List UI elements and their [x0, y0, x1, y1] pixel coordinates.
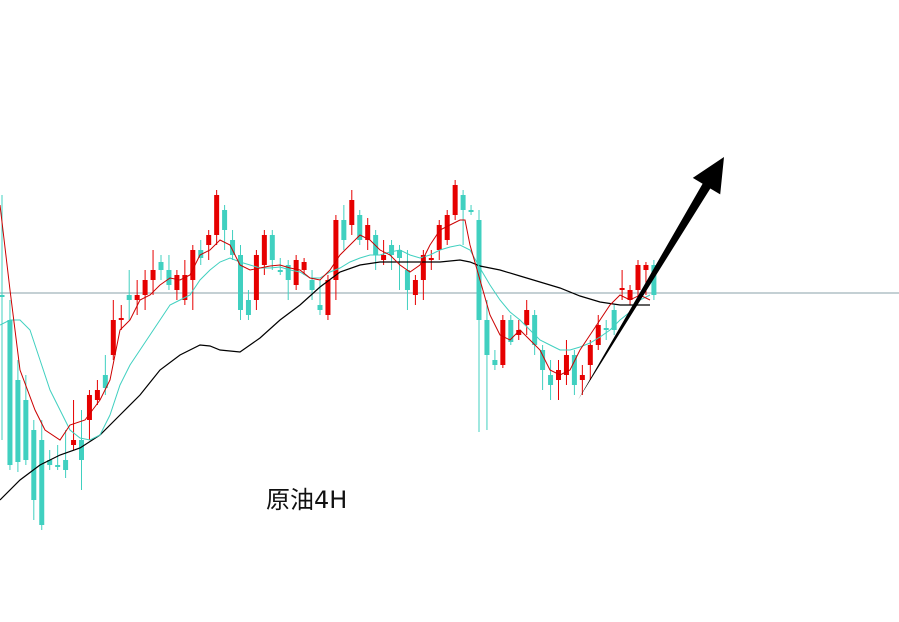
- ma-slow-line: [0, 259, 650, 501]
- candle-body: [182, 275, 188, 300]
- candle-body: [198, 250, 204, 258]
- chart-label: 原油4H: [266, 486, 348, 514]
- candle-body: [500, 320, 506, 365]
- candle-body: [0, 295, 5, 297]
- candle-body: [238, 255, 243, 310]
- candle-body: [222, 210, 228, 230]
- candle-body: [571, 355, 577, 385]
- candle-body: [110, 320, 116, 355]
- candle-body: [63, 460, 69, 470]
- candle-body: [166, 270, 172, 285]
- candle-body: [516, 330, 522, 335]
- candle-body: [158, 262, 164, 270]
- candle-body: [548, 375, 554, 385]
- candle-body: [15, 380, 21, 462]
- candle-body: [420, 255, 426, 280]
- candle-body: [643, 265, 649, 270]
- candle-body: [142, 280, 148, 295]
- candle-body: [7, 320, 13, 465]
- candle-body: [277, 270, 283, 272]
- candle-body: [492, 360, 498, 365]
- candle-body: [126, 295, 132, 300]
- candle-body: [23, 400, 29, 460]
- candle-body: [333, 220, 339, 280]
- candle-body: [436, 225, 442, 250]
- candle-body: [253, 255, 259, 300]
- candle-body: [532, 315, 538, 345]
- candle-body: [309, 280, 315, 290]
- candles: [0, 180, 657, 530]
- candle-body: [150, 270, 156, 280]
- candle-body: [397, 250, 402, 258]
- candle-body: [579, 375, 585, 380]
- candle-body: [627, 290, 633, 300]
- candle-body: [245, 300, 251, 315]
- candle-body: [508, 320, 514, 342]
- candle-body: [540, 350, 546, 370]
- candle-body: [587, 345, 593, 365]
- candle-body: [556, 370, 561, 380]
- candle-body: [651, 265, 657, 295]
- candle-body: [55, 465, 61, 467]
- candle-body: [484, 320, 490, 355]
- candle-body: [381, 255, 387, 260]
- candle-body: [301, 262, 307, 270]
- candle-body: [524, 310, 530, 325]
- ma-fast-line: [0, 204, 651, 441]
- candle-body: [468, 210, 474, 212]
- candle-body: [404, 270, 410, 290]
- candle-body: [365, 225, 371, 240]
- candle-body: [94, 390, 100, 400]
- candle-body: [206, 235, 212, 245]
- ma-mid-line: [0, 244, 651, 441]
- candle-body: [102, 375, 108, 388]
- candle-body: [476, 220, 482, 320]
- candle-body: [269, 235, 275, 260]
- candle-body: [357, 215, 363, 240]
- candle-body: [349, 200, 355, 225]
- candle-body: [39, 440, 45, 525]
- candle-body: [86, 395, 92, 420]
- candle-body: [230, 240, 236, 255]
- candle-body: [71, 440, 77, 445]
- candle-body: [603, 328, 609, 330]
- candle-body: [444, 215, 450, 240]
- candle-body: [293, 260, 299, 285]
- candle-body: [317, 305, 323, 310]
- trend-arrow: [578, 157, 724, 400]
- candle-body: [79, 440, 84, 460]
- candle-body: [47, 460, 53, 465]
- candle-body: [389, 245, 395, 255]
- candle-body: [460, 195, 466, 210]
- candle-body: [214, 195, 220, 235]
- candle-body: [635, 265, 641, 290]
- candle-body: [619, 288, 625, 290]
- candle-body: [563, 355, 569, 375]
- candle-body: [285, 265, 291, 280]
- candle-body: [412, 280, 418, 295]
- candle-body: [428, 258, 434, 260]
- candle-body: [118, 318, 124, 320]
- candle-body: [31, 430, 37, 500]
- candle-body: [595, 325, 601, 345]
- candle-body: [611, 310, 617, 330]
- candle-body: [325, 280, 331, 315]
- candle-body: [174, 275, 180, 290]
- candle-body: [134, 295, 140, 300]
- candle-body: [341, 220, 347, 240]
- candle-body: [452, 185, 458, 215]
- candle-body: [261, 235, 267, 265]
- candle-body: [190, 250, 196, 280]
